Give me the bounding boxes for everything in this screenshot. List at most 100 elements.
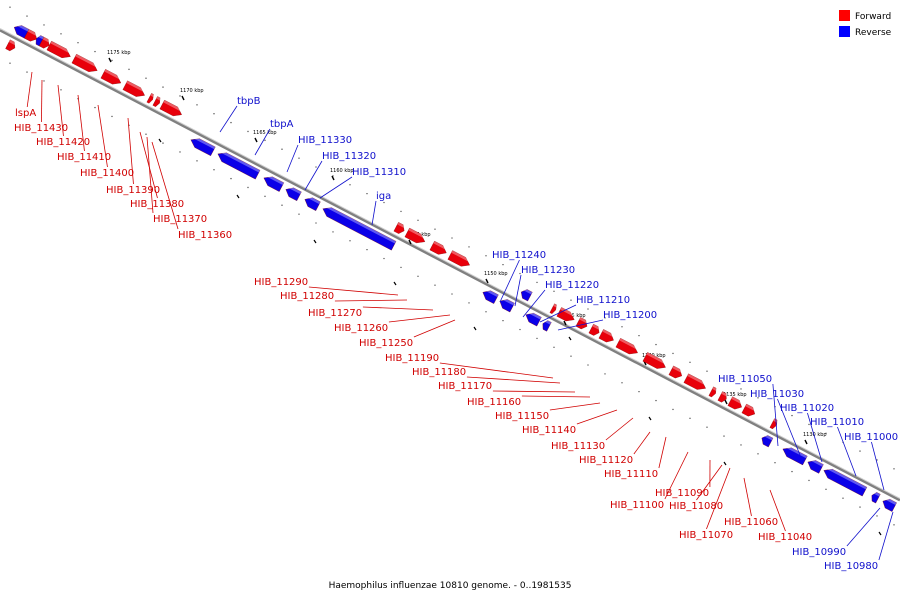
legend: Forward Reverse	[839, 10, 892, 38]
forward-gene-label-leader	[388, 314, 451, 323]
reverse-gene-label-leader	[846, 507, 881, 547]
forward-gene-label-leader	[413, 319, 456, 338]
tick-label: 1130 kbp	[803, 432, 827, 438]
tick-mark	[804, 439, 808, 445]
reverse-gene-arrow	[525, 310, 542, 327]
forward-gene-arrow	[727, 396, 745, 410]
forward-gene-arrow	[159, 99, 184, 117]
forward-gene-label: HIB_11250	[359, 338, 413, 349]
forward-gene-label-leader	[605, 417, 634, 441]
forward-gene-label: lspA	[15, 108, 36, 119]
forward-gene-label: HIB_11140	[522, 425, 576, 436]
tick-mark-minor	[236, 194, 240, 199]
forward-gene-arrow	[683, 373, 708, 390]
reverse-gene-arrow	[542, 319, 552, 332]
forward-gene-label: HIB_11110	[604, 469, 658, 480]
forward-gene-label: HIB_11180	[412, 367, 466, 378]
reverse-gene-arrow	[190, 135, 216, 157]
tick-mark-minor	[723, 461, 727, 466]
tick-label: 1170 kbp	[180, 88, 204, 94]
forward-gene-label: HIB_11400	[80, 168, 134, 179]
reverse-gene-label: HIB_11200	[603, 310, 657, 321]
forward-gene-label-leader	[549, 402, 601, 411]
forward-gene-arrow	[642, 352, 668, 369]
reverse-gene-label-leader	[878, 511, 894, 561]
forward-gene-arrow	[152, 96, 162, 107]
forward-gene-label: HIB_11380	[130, 199, 184, 210]
forward-gene-label-leader	[127, 117, 134, 185]
forward-gene-label: HIB_11070	[679, 530, 733, 541]
reverse-gene-label-leader	[319, 176, 353, 199]
reverse-gene-label: HIB_10990	[792, 547, 846, 558]
forward-gene-arrow	[769, 418, 779, 430]
forward-gene-label: HIB_11420	[36, 137, 90, 148]
reverse-gene-label-leader	[871, 441, 885, 491]
forward-gene-label-leader	[77, 94, 85, 152]
forward-gene-arrow	[447, 250, 472, 267]
reverse-gene-arrow	[520, 287, 533, 302]
forward-gene-label: HIB_11080	[669, 501, 723, 512]
forward-gene-label-leader	[362, 306, 434, 311]
forward-gene-label: HIB_11120	[579, 455, 633, 466]
forward-gene-label: HIB_11390	[106, 185, 160, 196]
forward-gene-arrow	[741, 403, 758, 417]
reverse-gene-arrow	[882, 496, 897, 512]
reverse-gene-label-leader	[304, 160, 323, 191]
genome-caption: Haemophilus influenzae 10810 genome. - 0…	[329, 581, 572, 591]
forward-gene-label-leader	[308, 286, 399, 296]
reverse-gene-arrow	[782, 444, 808, 466]
forward-gene-arrow	[393, 222, 407, 234]
tick-label: 1165 kbp	[253, 130, 277, 136]
forward-gene-arrow	[429, 240, 449, 255]
tick-mark-minor	[648, 416, 652, 421]
forward-gene-label: HIB_11410	[57, 152, 111, 163]
forward-gene-arrow	[404, 227, 428, 244]
tick-mark-minor	[393, 281, 397, 286]
tick-mark	[408, 239, 412, 245]
forward-gene-label: HIB_11360	[178, 230, 232, 241]
forward-gene-label: HIB_11170	[438, 381, 492, 392]
forward-gene-label-leader	[151, 141, 179, 230]
reverse-gene-arrow	[285, 184, 302, 201]
reverse-gene-label: tbpA	[270, 119, 294, 130]
legend-swatch	[839, 26, 850, 37]
reverse-gene-label: HIB_11020	[780, 403, 834, 414]
reverse-gene-label: HIB_11000	[844, 432, 898, 443]
forward-gene-arrow	[708, 386, 718, 398]
forward-gene-label-leader	[769, 489, 786, 532]
tick-dots	[9, 6, 895, 526]
reverse-gene-label-leader	[539, 304, 577, 323]
forward-gene-label-leader	[664, 451, 689, 500]
tick-label: 1145 kbp	[562, 313, 586, 319]
tick-mark	[724, 399, 728, 405]
legend-label: Forward	[855, 12, 891, 22]
reverse-gene-label: iga	[376, 191, 391, 202]
forward-gene-label: HIB_11150	[495, 411, 549, 422]
reverse-gene-arrow	[304, 194, 321, 211]
reverse-gene-label: HIB_11210	[576, 295, 630, 306]
tick-mark	[331, 175, 335, 181]
forward-gene-label: HIB_11270	[308, 308, 362, 319]
reverse-gene-label-leader	[772, 383, 779, 447]
forward-gene-label: HIB_11370	[153, 214, 207, 225]
reverse-gene-label-leader	[219, 105, 238, 133]
reverse-gene-label-leader	[286, 144, 299, 173]
tick-label: 1150 kbp	[484, 271, 508, 277]
tick-mark	[563, 320, 567, 326]
reverse-gene-label: HIB_11220	[545, 280, 599, 291]
forward-gene-arrow	[122, 80, 147, 97]
forward-gene-label-leader	[658, 436, 667, 469]
forward-gene-label: HIB_11090	[655, 488, 709, 499]
reverse-gene-label: HIB_11010	[810, 417, 864, 428]
tick-label: 1175 kbp	[107, 50, 131, 56]
forward-gene-label-leader	[466, 376, 561, 384]
forward-gene-label-leader	[743, 477, 752, 517]
forward-gene-label-leader	[146, 136, 154, 214]
forward-gene-arrow	[668, 365, 685, 379]
reverse-gene-label-leader	[514, 274, 522, 307]
forward-gene-label-leader	[706, 467, 731, 530]
forward-gene-label: HIB_11280	[280, 291, 334, 302]
reverse-gene-label: HIB_10980	[824, 561, 878, 572]
gene-labels: lspA HIB_11430 HIB_11420 HIB_11410 HIB_11400…	[14, 71, 898, 572]
forward-gene-label: HIB_11100	[610, 500, 664, 511]
